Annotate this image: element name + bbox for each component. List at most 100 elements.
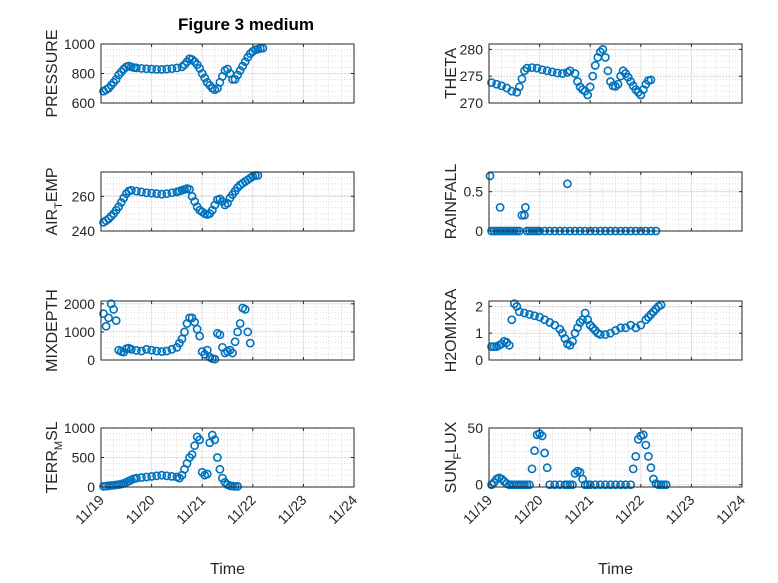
- data-point: [126, 344, 136, 354]
- y-tick-label: 1000: [64, 36, 95, 52]
- x-axis-label: Time: [598, 561, 633, 578]
- data-point: [638, 430, 648, 440]
- data-point: [621, 480, 631, 490]
- data-point: [258, 43, 268, 53]
- data-point: [152, 64, 162, 74]
- data-point: [190, 441, 200, 451]
- y-axis-label: AIRTEMP: [44, 167, 65, 235]
- chart-title: Figure 3 medium: [178, 15, 314, 34]
- data-point: [137, 473, 146, 482]
- x-tick-label: 11/21: [561, 492, 597, 528]
- data-point: [157, 470, 167, 480]
- data-point: [598, 44, 608, 54]
- data-point: [646, 75, 656, 85]
- data-point: [485, 171, 495, 181]
- data-point: [631, 451, 641, 461]
- data-point: [585, 480, 595, 490]
- data-point: [215, 330, 225, 340]
- data-point: [487, 480, 496, 490]
- subplot-air-temp: 240 260 AIRTEMP: [44, 167, 355, 239]
- data-point: [643, 451, 653, 461]
- y-tick-label: 270: [460, 95, 484, 111]
- y-tick-label: 1000: [64, 420, 95, 436]
- data-point: [659, 480, 668, 490]
- data-point: [240, 305, 250, 314]
- y-tick-label: 1000: [64, 324, 95, 340]
- y-tick-label: 0: [475, 477, 483, 493]
- x-tick-label: 11/21: [173, 492, 209, 528]
- axes-box: [100, 300, 355, 361]
- data-point: [233, 327, 243, 337]
- x-tick-label: 11/22: [612, 492, 648, 528]
- data-point: [611, 81, 620, 91]
- data-point: [215, 194, 225, 204]
- data-point: [197, 69, 207, 78]
- y-tick-label: 2000: [64, 296, 95, 312]
- data-point: [116, 197, 126, 207]
- data-point: [152, 346, 162, 356]
- data-point: [162, 471, 172, 481]
- data-point: [106, 211, 116, 221]
- data-point: [600, 330, 610, 339]
- data-point: [520, 480, 529, 490]
- data-point: [243, 327, 253, 337]
- y-tick-label: 240: [72, 223, 96, 239]
- data-point: [507, 86, 517, 96]
- y-tick-label: 260: [72, 188, 96, 204]
- data-point: [600, 53, 610, 62]
- data-point: [119, 193, 129, 203]
- data-point: [492, 79, 501, 89]
- x-tick-label: 11/23: [274, 492, 310, 528]
- x-tick-label: 11/20: [122, 492, 158, 528]
- data-point: [111, 316, 121, 326]
- axes-box: [488, 300, 743, 361]
- data-point: [504, 340, 514, 350]
- data-point: [580, 480, 590, 490]
- y-tick-label: 1: [475, 325, 483, 341]
- data-point: [223, 64, 232, 74]
- data-point: [104, 214, 113, 224]
- data-point: [600, 480, 610, 490]
- y-axis-label: TERRMSL: [44, 421, 65, 493]
- data-point: [162, 189, 172, 199]
- data-point: [636, 320, 646, 330]
- data-point: [101, 321, 111, 331]
- data-point: [132, 186, 141, 196]
- data-point: [157, 347, 167, 356]
- data-point: [215, 464, 225, 474]
- y-tick-label: 0: [475, 352, 483, 368]
- data-point: [195, 435, 205, 445]
- data-point: [200, 73, 210, 83]
- data-point: [542, 463, 552, 473]
- x-tick-label: 11/19: [72, 492, 108, 528]
- data-point: [162, 346, 172, 356]
- data-point: [137, 63, 146, 73]
- x-axis-label: Time: [210, 561, 245, 578]
- data-point: [532, 63, 542, 73]
- data-point: [240, 57, 250, 67]
- data-point: [626, 77, 636, 86]
- data-point: [595, 480, 605, 490]
- data-point: [497, 474, 507, 484]
- y-tick-label: 600: [72, 95, 96, 111]
- data-point: [545, 480, 555, 490]
- data-point: [649, 474, 658, 484]
- data-point: [147, 471, 156, 481]
- data-point: [245, 338, 255, 348]
- x-tick-label: 11/20: [510, 492, 546, 528]
- data-point: [590, 61, 600, 70]
- y-tick-label: 0: [87, 479, 95, 495]
- y-tick-label: 0: [87, 352, 95, 368]
- data-point: [530, 446, 539, 456]
- data-point: [187, 450, 197, 459]
- data-point: [507, 315, 517, 325]
- data-point: [522, 480, 532, 490]
- y-tick-label: 0: [475, 223, 483, 239]
- data-point: [157, 64, 167, 74]
- data-point: [646, 463, 656, 473]
- data-point: [142, 188, 151, 198]
- data-point: [628, 464, 638, 474]
- data-point: [497, 81, 507, 91]
